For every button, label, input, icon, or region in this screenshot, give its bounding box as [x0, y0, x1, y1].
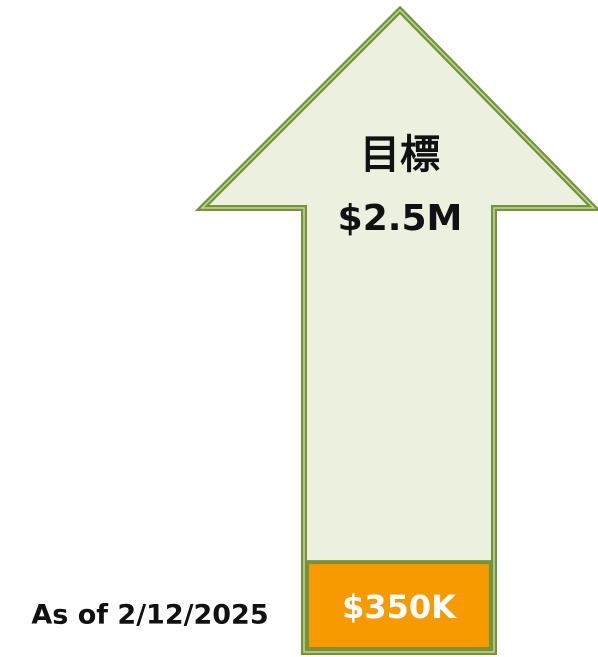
goal-label: $2.5M [338, 198, 463, 239]
progress-bar [305, 560, 493, 651]
goal-title: 目標 [360, 131, 440, 178]
goal-arrow [194, 5, 598, 655]
date-annotation: As of 2/12/2025 [31, 600, 268, 631]
arrow-inner-line [200, 8, 596, 653]
progress-label: $350K [342, 588, 457, 626]
